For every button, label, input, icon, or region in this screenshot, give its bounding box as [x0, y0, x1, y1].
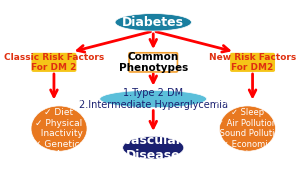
Text: ✓ Obesity
✓ Diet
✓ Physical
  Inactivity
✓ Genetics
✓ Age: ✓ Obesity ✓ Diet ✓ Physical Inactivity ✓… [34, 98, 84, 159]
Text: 1.Type 2 DM
2.Intermediate Hyperglycemia: 1.Type 2 DM 2.Intermediate Hyperglycemia [79, 88, 228, 110]
Ellipse shape [220, 106, 275, 151]
Ellipse shape [115, 14, 191, 31]
Text: Vascular
Disease: Vascular Disease [123, 134, 183, 162]
FancyBboxPatch shape [231, 54, 274, 71]
Ellipse shape [100, 90, 207, 108]
FancyBboxPatch shape [32, 54, 76, 71]
Text: Diabetes: Diabetes [122, 16, 184, 29]
Ellipse shape [31, 106, 87, 151]
Text: New Risk Factors
For DM2: New Risk Factors For DM2 [209, 53, 296, 72]
Ellipse shape [123, 136, 184, 159]
Text: Classic Risk Factors
For DM 2: Classic Risk Factors For DM 2 [4, 53, 104, 72]
Text: ✓ Inflammation
✓ Sleep
✓ Air Pollution
✓ Sound Pollution
✓ Economic
  deprivatio: ✓ Inflammation ✓ Sleep ✓ Air Pollution ✓… [210, 98, 285, 159]
Text: Common
Phenotypes: Common Phenotypes [118, 52, 188, 73]
FancyBboxPatch shape [129, 53, 177, 72]
